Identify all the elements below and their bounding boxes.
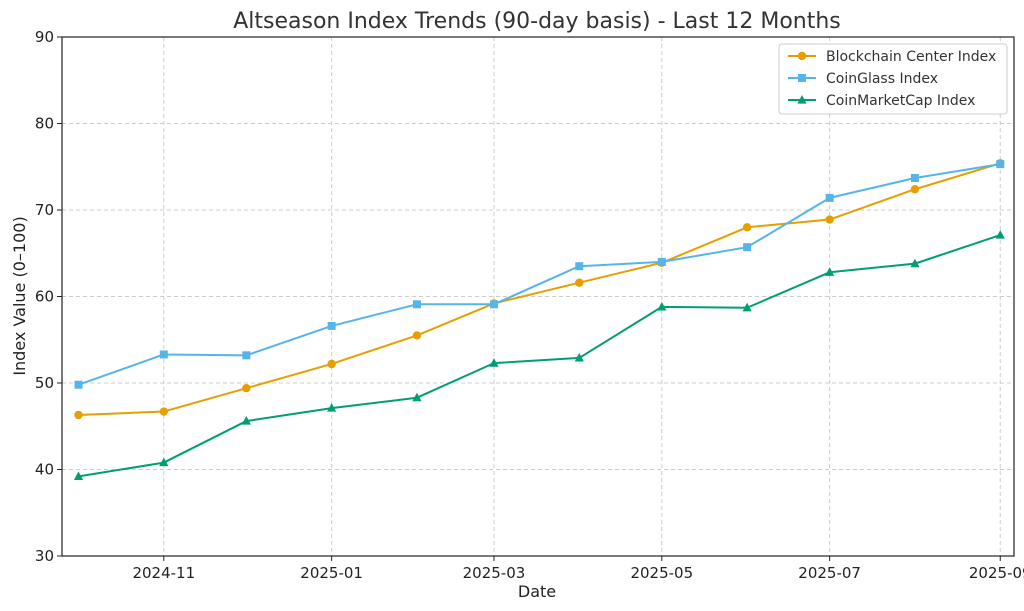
series-2 — [73, 230, 1005, 481]
data-point — [996, 160, 1005, 169]
data-point — [743, 243, 752, 252]
y-tick-label: 80 — [35, 115, 54, 133]
series-layer — [73, 159, 1005, 481]
data-point — [159, 457, 169, 467]
data-point — [742, 302, 752, 312]
series-line — [78, 234, 1001, 478]
data-point — [910, 173, 919, 182]
data-point — [242, 351, 251, 360]
data-point — [657, 257, 666, 266]
grid-lines — [62, 37, 1014, 556]
data-point — [159, 407, 169, 416]
x-tick-label: 2025-07 — [798, 564, 861, 582]
data-point — [995, 230, 1005, 239]
x-tick-label: 2025-05 — [630, 564, 693, 582]
data-point — [575, 262, 584, 271]
data-point — [910, 185, 920, 194]
data-point — [74, 410, 83, 420]
data-point — [73, 471, 84, 481]
y-axis-label: Index Value (0–100) — [10, 216, 29, 375]
data-point — [412, 300, 421, 309]
data-point — [574, 352, 584, 362]
data-point — [825, 215, 834, 224]
data-point — [489, 358, 499, 367]
legend-entry: Blockchain Center Index — [788, 49, 996, 65]
series-line — [78, 163, 1001, 386]
data-point — [74, 380, 83, 389]
legend-marker — [798, 74, 806, 82]
x-tick-label: 2025-09 — [969, 564, 1024, 582]
data-point — [575, 278, 584, 287]
y-tick-label: 40 — [35, 461, 54, 479]
x-tick-label: 2025-01 — [300, 564, 363, 582]
data-point — [657, 301, 667, 311]
y-tick-label: 60 — [35, 288, 54, 306]
y-tick-label: 90 — [35, 28, 54, 46]
series-0 — [74, 159, 1005, 420]
x-axis-label: Date — [518, 582, 556, 601]
data-point — [327, 321, 336, 330]
series-line — [78, 162, 1001, 417]
data-point — [159, 350, 168, 359]
x-tick-label: 2024-11 — [132, 564, 195, 582]
legend-box — [778, 43, 1008, 115]
data-point — [241, 416, 251, 425]
data-point — [742, 223, 752, 232]
data-point — [412, 392, 422, 402]
data-point — [242, 383, 251, 393]
data-point — [327, 403, 337, 412]
y-tick-label: 30 — [35, 547, 54, 565]
chart-title: Altseason Index Trends (90-day basis) - … — [233, 9, 841, 34]
y-tick-label: 70 — [35, 201, 54, 219]
legend-marker — [797, 51, 807, 61]
legend-entry: CoinMarketCap Index — [788, 93, 975, 109]
x-tick-label: 2025-03 — [463, 564, 526, 582]
legend-marker — [797, 95, 807, 104]
legend-label: CoinGlass Index — [826, 71, 938, 87]
data-point — [412, 331, 422, 340]
data-point — [327, 359, 336, 369]
legend-label: Blockchain Center Index — [826, 49, 996, 65]
data-point — [825, 267, 835, 276]
legend: Blockchain Center Index CoinGlass Index Co… — [778, 43, 1008, 115]
axis-ticks: 30 40 50 60 70 80 90 2024-11 2025-01 2025-03 2025-… — [35, 28, 1024, 582]
legend-label: CoinMarketCap Index — [826, 93, 975, 109]
legend-entry: CoinGlass Index — [788, 71, 938, 87]
data-point — [910, 258, 920, 268]
y-tick-label: 50 — [35, 374, 54, 392]
series-1 — [74, 160, 1005, 389]
data-point — [489, 300, 498, 309]
data-point — [825, 193, 834, 202]
